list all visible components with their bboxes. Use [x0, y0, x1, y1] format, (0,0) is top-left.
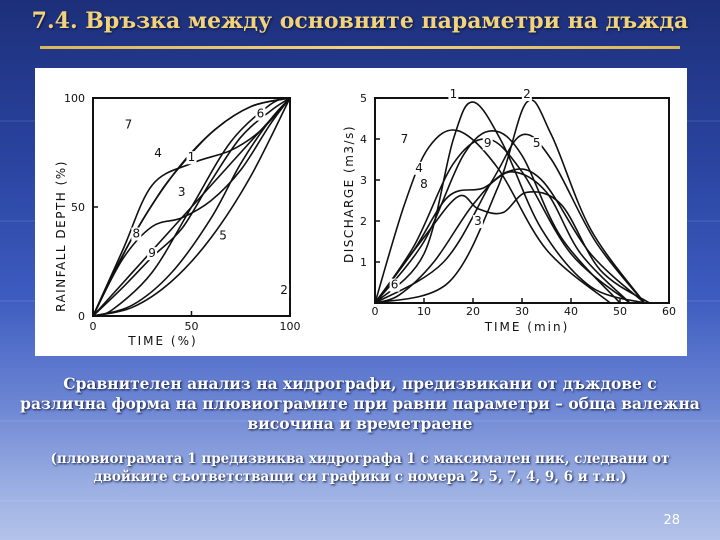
- figure-caption: Сравнителен анализ на хидрографи, предиз…: [20, 374, 700, 433]
- left-x-tick-label: 50: [185, 320, 199, 333]
- left-curve-label-7: 7: [125, 118, 133, 132]
- right-curve-label-bg: [531, 137, 542, 151]
- hydrograph-figure: RAINFALL DEPTH (%) TIME (%) DISCHARGE (m…: [54, 87, 676, 348]
- right-plot-frame: [374, 97, 670, 304]
- left-curve-label-bg: [255, 107, 266, 121]
- right-y-tick-label: 5: [360, 92, 367, 105]
- right-x-tick-label: 0: [372, 305, 379, 318]
- right-curve-label-bg: [399, 133, 410, 147]
- right-curve-label-bg: [448, 88, 459, 101]
- right-curve-label-bg: [419, 178, 429, 192]
- right-series-9-line: [374, 129, 621, 304]
- left-y-axis-label: RAINFALL DEPTH (%): [54, 160, 68, 312]
- left-curve-label-bg: [147, 247, 158, 261]
- right-x-tick-label: 30: [515, 305, 529, 318]
- figure-panel: RAINFALL DEPTH (%) TIME (%) DISCHARGE (m…: [35, 68, 687, 356]
- title-underline: [40, 46, 680, 49]
- right-curve-label-2: 2: [523, 87, 531, 101]
- right-x-tick-label: 60: [662, 305, 676, 318]
- left-curve-label-2: 2: [280, 283, 288, 297]
- left-curve-label-9: 9: [148, 246, 156, 260]
- left-series-2-line: [92, 97, 291, 317]
- left-y-tick-label: 50: [71, 201, 85, 214]
- left-series-8-line: [92, 97, 291, 317]
- right-curve-label-7: 7: [401, 132, 409, 146]
- right-curve-label-bg: [482, 137, 493, 151]
- right-x-tick-label: 50: [613, 305, 627, 318]
- left-curve-label-4: 4: [154, 146, 162, 160]
- left-y-tick-label: 0: [78, 310, 85, 323]
- right-curve-label-bg: [414, 161, 425, 175]
- left-curve-label-bg: [123, 118, 134, 132]
- left-curve-label-bg: [176, 186, 187, 200]
- right-series-1-line: [374, 101, 645, 304]
- right-curve-label-5: 5: [533, 136, 541, 150]
- left-curve-label-1: 1: [188, 150, 196, 164]
- left-curve-label-bg: [153, 146, 164, 160]
- left-series-3-line: [92, 97, 291, 317]
- page-number: 28: [663, 513, 680, 528]
- right-x-tick-label: 40: [564, 305, 578, 318]
- right-y-tick-label: 2: [360, 215, 367, 228]
- right-curve-label-1: 1: [450, 87, 458, 101]
- right-curve-label-bg: [521, 88, 532, 101]
- right-y-axis-label: DISCHARGE (m3/s): [342, 125, 356, 263]
- figure-caption-note: (плювиограмата 1 предизвиква хидрографа …: [50, 451, 670, 485]
- right-curve-label-bg: [389, 278, 400, 292]
- left-curve-label-5: 5: [219, 229, 227, 243]
- left-curve-label-8: 8: [133, 227, 141, 241]
- right-curve-label-3: 3: [474, 214, 482, 228]
- right-y-tick-label: 1: [360, 256, 367, 269]
- right-y-tick-label: 4: [360, 133, 367, 146]
- left-x-tick-label: 100: [280, 320, 301, 333]
- left-curve-label-bg: [279, 284, 290, 298]
- right-x-axis-label: TIME (min): [484, 320, 570, 334]
- left-curve-label-6: 6: [257, 107, 265, 121]
- left-series-9-line: [92, 97, 291, 317]
- right-series-8-line: [374, 170, 631, 304]
- right-y-tick-label: 3: [360, 174, 367, 187]
- right-curve-label-9: 9: [484, 136, 492, 150]
- left-curve-label-bg: [218, 229, 229, 243]
- left-x-axis-label: TIME (%): [127, 334, 197, 348]
- left-x-tick-label: 0: [90, 320, 97, 333]
- right-x-tick-label: 10: [417, 305, 431, 318]
- left-series-4-line: [92, 97, 291, 317]
- left-curve-label-bg: [186, 151, 197, 165]
- right-series-5-line: [374, 133, 646, 304]
- right-series-7-line: [374, 129, 611, 304]
- slide-title: 7.4. Връзка между основните параметри на…: [31, 8, 689, 34]
- right-curve-label-4: 4: [415, 161, 423, 175]
- right-series-2-line: [374, 99, 646, 304]
- left-series-7-line: [92, 97, 291, 317]
- right-curve-label-8: 8: [420, 177, 428, 191]
- right-curve-label-bg: [472, 215, 483, 229]
- left-curve-label-3: 3: [178, 185, 186, 199]
- right-curve-label-6: 6: [391, 278, 399, 292]
- left-y-tick-label: 100: [64, 92, 85, 105]
- right-x-tick-label: 20: [466, 305, 480, 318]
- left-curve-label-bg: [131, 227, 142, 241]
